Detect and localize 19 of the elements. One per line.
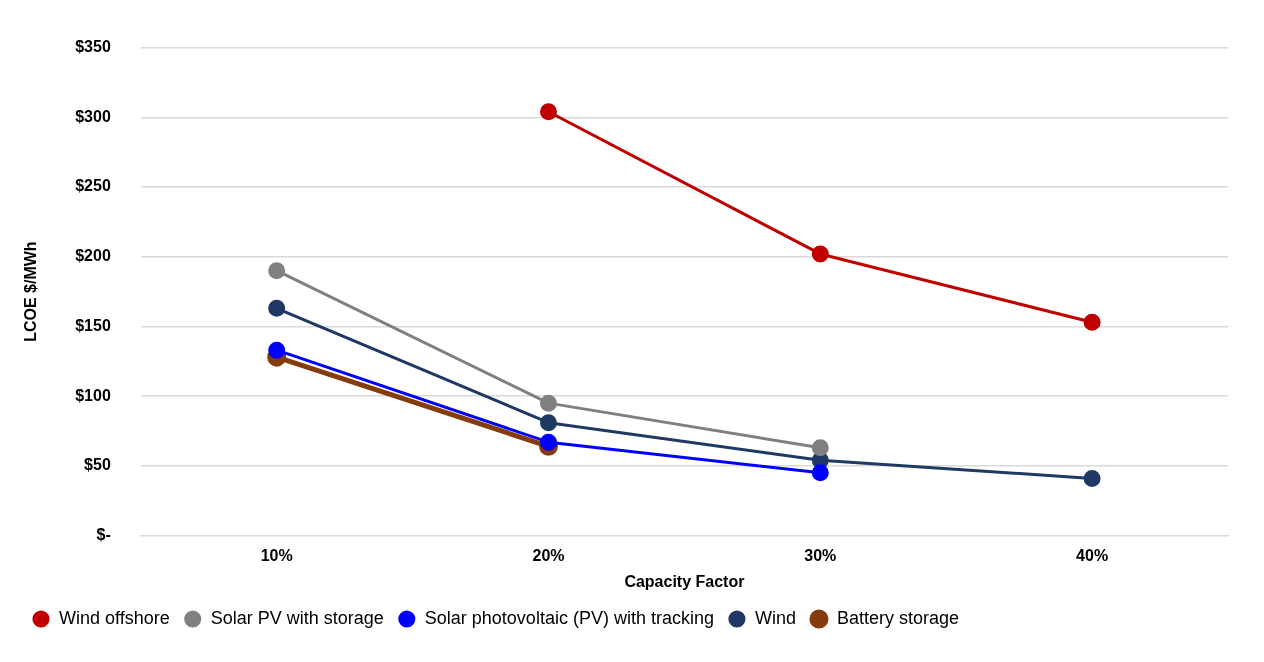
- x-tick-label: 30%: [804, 546, 837, 564]
- legend-label: Wind offshore: [59, 607, 170, 628]
- legend-label: Battery storage: [836, 607, 959, 628]
- y-tick-label: $50: [84, 456, 111, 474]
- x-axis-title: Capacity Factor: [624, 572, 745, 590]
- y-tick-label: $200: [75, 247, 111, 265]
- legend-label: Wind: [754, 607, 796, 628]
- legend-label: Solar photovoltaic (PV) with tracking: [424, 607, 714, 628]
- y-tick-label: $-: [96, 526, 111, 544]
- y-axis-title: LCOE $/MWh: [22, 241, 40, 342]
- y-tick-label: $350: [75, 38, 111, 56]
- legend-label: Solar PV with storage: [210, 607, 384, 628]
- x-tick-label: 20%: [532, 546, 565, 564]
- x-tick-label: 40%: [1076, 546, 1109, 564]
- y-tick-label: $250: [75, 177, 111, 195]
- x-tick-label: 10%: [260, 546, 293, 564]
- y-tick-label: $300: [75, 107, 111, 125]
- y-tick-label: $150: [75, 316, 111, 334]
- y-tick-label: $100: [75, 386, 111, 404]
